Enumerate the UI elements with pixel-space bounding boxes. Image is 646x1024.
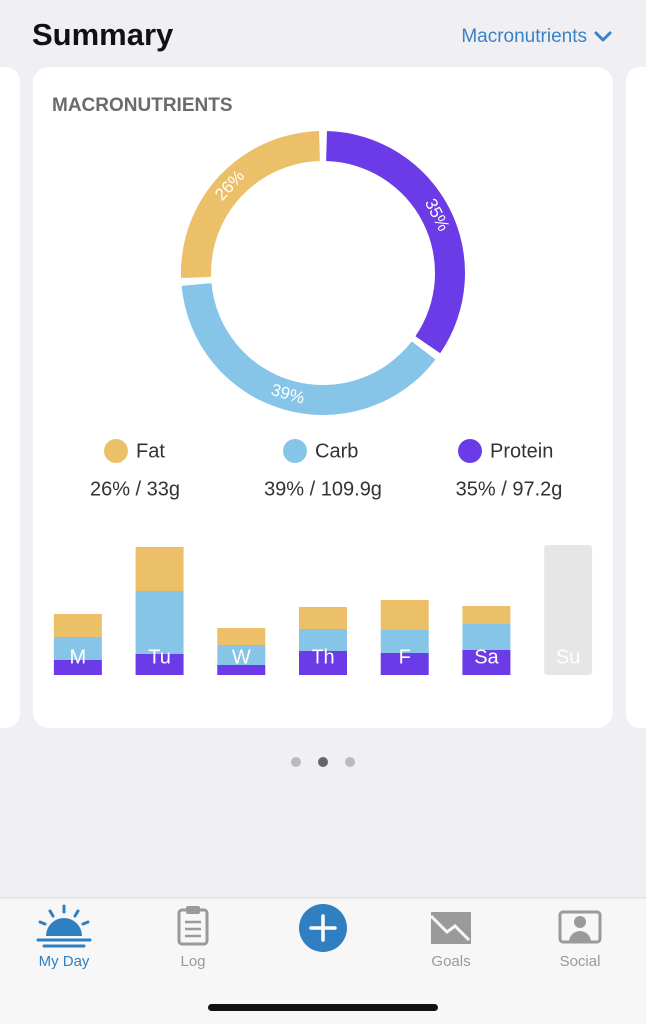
donut-segment (181, 283, 436, 415)
page-title: Summary (32, 17, 174, 52)
tab-label[interactable]: Social (560, 953, 601, 970)
previous-card[interactable] (0, 67, 20, 728)
legend-swatch (104, 439, 128, 463)
bar-segment (217, 645, 266, 665)
legend-label: Fat (136, 440, 165, 462)
page-dot[interactable] (345, 757, 355, 767)
empty-day (544, 545, 593, 675)
bar-segment (217, 665, 266, 675)
page-dot[interactable] (318, 757, 328, 767)
tab-icon[interactable] (185, 920, 201, 938)
bar-segment (135, 654, 184, 675)
tab-label[interactable]: Log (180, 953, 205, 970)
day-label[interactable]: M (70, 646, 87, 668)
tab-icon[interactable] (574, 916, 586, 928)
legend-detail: 26% / 33g (90, 478, 180, 500)
bar-segment (217, 628, 266, 645)
tab-icon[interactable] (36, 904, 92, 948)
view-selector[interactable]: Macronutrients (461, 26, 587, 47)
bar-segment (299, 607, 347, 629)
legend-swatch (458, 439, 482, 463)
tab-icon[interactable] (429, 914, 471, 942)
bar-segment (462, 650, 511, 675)
day-label[interactable]: Sa (474, 646, 499, 668)
bar-segment (380, 630, 429, 653)
bar-segment (462, 624, 511, 650)
legend-swatch (283, 439, 307, 463)
bar-segment (135, 591, 184, 654)
bar-segment (299, 629, 347, 651)
bar-segment (135, 547, 184, 591)
bar-segment (299, 651, 347, 675)
tab-icon[interactable] (186, 906, 200, 914)
next-card[interactable] (626, 67, 646, 728)
page-dot[interactable] (291, 757, 301, 767)
bar-segment (53, 614, 102, 637)
donut-segment (326, 131, 465, 354)
card-title: MACRONUTRIENTS (52, 95, 233, 116)
day-label[interactable]: W (232, 646, 251, 668)
legend-label: Protein (490, 440, 553, 462)
bar-segment (53, 660, 102, 675)
chevron-down[interactable] (594, 31, 612, 42)
bar-segment (462, 606, 511, 624)
add-icon[interactable] (309, 914, 337, 942)
tab-icon[interactable] (46, 918, 82, 936)
tab-label[interactable]: Goals (431, 953, 470, 970)
bar-segment (53, 637, 102, 660)
legend-detail: 39% / 109.9g (264, 478, 382, 500)
bar-segment (380, 653, 429, 675)
day-label[interactable]: Su (556, 646, 580, 668)
day-label[interactable]: Th (311, 646, 334, 668)
home-indicator (208, 1004, 438, 1011)
tab-label[interactable]: My Day (39, 953, 90, 970)
legend-label: Carb (315, 440, 358, 462)
day-label[interactable]: Tu (148, 646, 171, 668)
tab-icon[interactable] (569, 931, 591, 942)
legend-detail: 35% / 97.2g (456, 478, 563, 500)
day-label[interactable]: F (399, 646, 411, 668)
donut-segment (180, 131, 320, 278)
bar-segment (380, 600, 429, 630)
